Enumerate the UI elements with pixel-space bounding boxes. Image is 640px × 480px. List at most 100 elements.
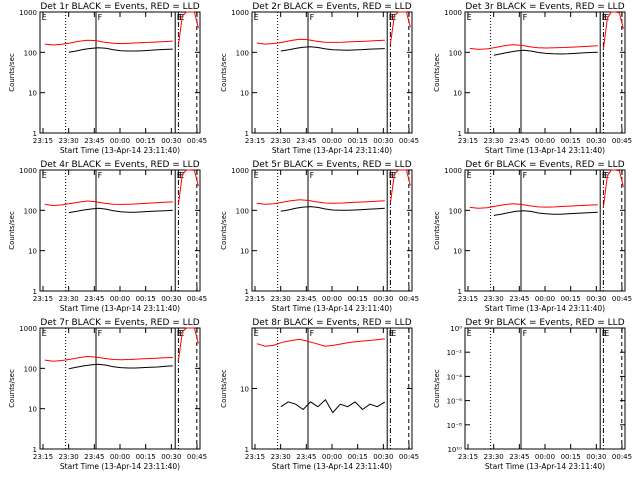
x-tick-label: 23:15 (33, 295, 53, 303)
x-tick-label: 23:45 (509, 453, 529, 461)
x-tick-label: 00:30 (586, 295, 606, 303)
y-tick-label: 10⁰ (450, 325, 462, 333)
annotation-f: F (603, 329, 608, 338)
y-tick-label: 100 (24, 365, 37, 373)
x-tick-label: 23:15 (33, 453, 53, 461)
panel-7: Det 7r BLACK = Events, RED = LLD 1 10 100 10… (8, 318, 207, 471)
y-tick-label: 10 (28, 90, 37, 98)
annotation-f: F (98, 329, 103, 338)
annotation-f: F (603, 171, 608, 180)
annotation-f: F (178, 329, 183, 338)
x-tick-label: 00:15 (561, 295, 581, 303)
x-tick-label: 23:30 (59, 137, 79, 145)
x-tick-label: 23:30 (59, 295, 79, 303)
panel-title: Det 1r BLACK = Events, RED = LLD (40, 2, 199, 12)
y-tick-label: 1 (33, 446, 37, 454)
annotation-e: E (42, 329, 47, 338)
lld-series (256, 199, 385, 205)
x-tick-label: 23:45 (509, 137, 529, 145)
x-tick-label: 23:45 (296, 137, 316, 145)
x-tick-label: 23:15 (458, 137, 478, 145)
y-tick-label: 1 (245, 446, 249, 454)
x-tick-label: 00:45 (187, 137, 207, 145)
lld-series-post (177, 11, 199, 46)
panel-title: Det 3r BLACK = Events, RED = LLD (465, 2, 624, 12)
x-tick-label: 23:45 (296, 453, 316, 461)
annotation-e: E (177, 171, 182, 180)
y-tick-label: 1000 (19, 167, 37, 175)
x-tick-label: 00:15 (561, 453, 581, 461)
lld-series (256, 38, 385, 45)
annotation-e: E (389, 171, 394, 180)
y-tick-label: 100 (236, 207, 249, 215)
x-axis-label: Start Time (13-Apr-14 23:11:40) (485, 146, 605, 155)
x-tick-label: 00:30 (586, 453, 606, 461)
panel-title: Det 4r BLACK = Events, RED = LLD (40, 160, 199, 170)
annotation-f: F (98, 171, 103, 180)
x-tick-label: 23:30 (484, 295, 504, 303)
y-tick-label: 10 (240, 248, 249, 256)
annotation-e: E (177, 329, 182, 338)
annotation-e: E (467, 13, 472, 22)
x-tick-label: 23:30 (484, 137, 504, 145)
x-tick-label: 00:45 (399, 453, 419, 461)
annotation-f: F (390, 329, 395, 338)
x-tick-label: 00:00 (535, 453, 555, 461)
annotation-e: E (177, 13, 182, 22)
y-tick-label: 1 (33, 130, 37, 138)
x-axis-label: Start Time (13-Apr-14 23:11:40) (60, 146, 180, 155)
lld-series-post (602, 11, 624, 50)
y-tick-label: 10 (28, 406, 37, 414)
lld-series (469, 203, 598, 209)
panel-2: Det 2r BLACK = Events, RED = LLD 1 10 100 10… (220, 2, 419, 155)
axes-frame (464, 11, 626, 134)
x-tick-label: 23:15 (458, 295, 478, 303)
lld-series-post (602, 169, 624, 208)
y-tick-label: 1000 (19, 9, 37, 17)
panel-title: Det 8r BLACK = Events, RED = LLD (252, 318, 411, 328)
annotation-f: F (310, 13, 315, 22)
x-tick-label: 23:15 (245, 137, 265, 145)
x-tick-label: 00:30 (586, 137, 606, 145)
events-series (68, 47, 173, 53)
y-tick-label: 10⁻⁸ (447, 422, 463, 430)
x-tick-label: 00:00 (322, 137, 342, 145)
axes-frame (39, 169, 201, 292)
annotation-f: F (523, 171, 528, 180)
y-tick-label: 100 (449, 49, 462, 57)
x-tick-label: 00:30 (373, 137, 393, 145)
annotation-e: E (604, 171, 609, 180)
y-tick-label: 1 (33, 288, 37, 296)
axes-frame (464, 327, 626, 450)
x-tick-label: 00:15 (136, 295, 156, 303)
x-axis-label: Start Time (13-Apr-14 23:11:40) (60, 462, 180, 471)
events-series (68, 207, 173, 214)
x-tick-label: 00:15 (561, 137, 581, 145)
annotation-e: E (467, 329, 472, 338)
x-axis-label: Start Time (13-Apr-14 23:11:40) (272, 304, 392, 313)
x-tick-label: 00:00 (535, 137, 555, 145)
y-tick-label: 1 (245, 288, 249, 296)
x-tick-label: 23:45 (84, 295, 104, 303)
annotation-e: E (179, 171, 184, 180)
x-tick-label: 00:15 (136, 453, 156, 461)
y-tick-label: 10⁻⁶ (447, 398, 463, 406)
axes-frame (39, 327, 201, 450)
panel-9: Det 9r BLACK = Events, RED = LLD 10¹⁰ 10⁻⁸… (433, 318, 632, 471)
y-axis-label: Counts/sec (8, 53, 16, 92)
x-tick-label: 00:45 (187, 295, 207, 303)
x-tick-label: 00:45 (612, 295, 632, 303)
x-axis-label: Start Time (13-Apr-14 23:11:40) (272, 462, 392, 471)
x-tick-label: 23:30 (271, 453, 291, 461)
x-tick-label: 00:00 (110, 295, 130, 303)
panel-1: Det 1r BLACK = Events, RED = LLD 1 10 100 10… (8, 2, 207, 155)
annotation-e: E (254, 171, 259, 180)
panel-5: Det 5r BLACK = Events, RED = LLD 1 10 100 10… (220, 160, 419, 313)
x-tick-label: 00:00 (110, 453, 130, 461)
x-tick-label: 23:15 (458, 453, 478, 461)
x-tick-label: 00:15 (348, 453, 368, 461)
annotation-f: F (310, 171, 315, 180)
annotation-e: E (602, 329, 607, 338)
lld-series (44, 355, 173, 362)
